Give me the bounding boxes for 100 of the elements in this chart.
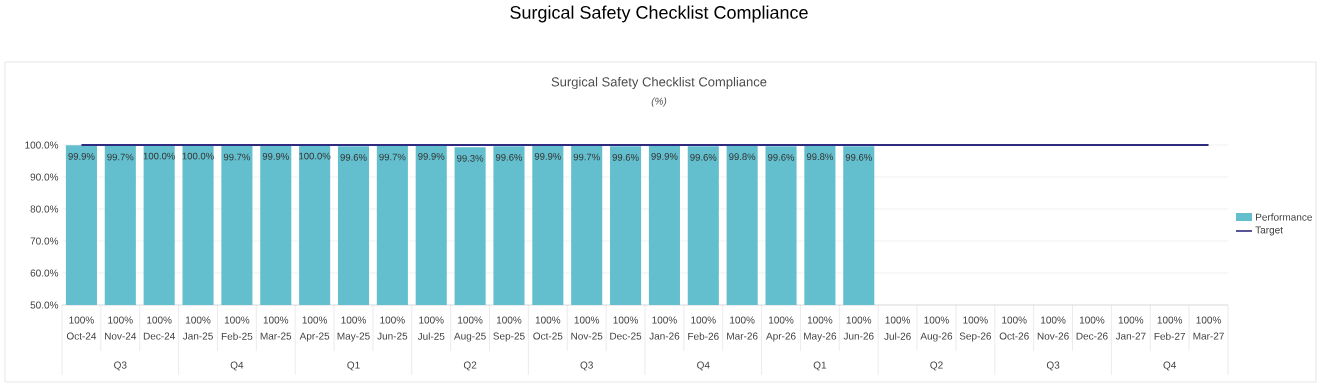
data-label: 100%: [186, 316, 211, 324]
data-label: 99.9%: [534, 153, 561, 160]
data-label: 100%: [263, 316, 289, 324]
text: Q1: [347, 361, 360, 371]
data-label: 100%: [652, 316, 677, 324]
data-label: 99.8%: [729, 153, 756, 161]
data-label: 100.0%: [182, 152, 214, 160]
data-label: 100%: [224, 316, 250, 324]
data-label: 99.7%: [107, 153, 134, 161]
text: Q3: [1046, 361, 1060, 371]
data-label: 100%: [1157, 316, 1183, 324]
legend-label: Target: [1255, 226, 1283, 236]
data-label: 100.0%: [143, 152, 175, 160]
data-label: 100%: [1196, 316, 1221, 324]
x-tick-label: Jun-26: [843, 332, 874, 340]
text: Q3: [114, 361, 127, 371]
data-label: 100%: [535, 316, 561, 324]
data-label: 100%: [380, 316, 405, 324]
text: Q2: [463, 361, 477, 371]
data-label: 99.6%: [845, 153, 872, 161]
x-tick-label: Aug-25: [453, 332, 486, 342]
data-label: 100%: [1118, 316, 1144, 324]
x-tick-label: Oct-24: [66, 332, 97, 340]
y-tick-label: 60.0%: [30, 269, 59, 277]
data-label: 100%: [924, 316, 949, 324]
data-label: 99.6%: [690, 153, 717, 161]
x-tick-label: Dec-26: [1076, 332, 1108, 340]
x-tick-label: Mar-25: [260, 332, 292, 340]
x-tick-label: May-26: [804, 332, 837, 342]
x-tick-label: Jul-25: [417, 332, 445, 340]
chart-subtitle: Surgical Safety Checklist Compliance: [551, 76, 767, 90]
x-tick-label: Mar-27: [1193, 332, 1224, 340]
x-tick-label: Sep-25: [493, 332, 525, 342]
legend-label: Performance: [1256, 213, 1312, 221]
x-tick-label: Jan-25: [182, 332, 213, 340]
data-label: 100%: [846, 316, 872, 324]
data-label: 100%: [419, 316, 444, 324]
x-tick-label: Jan-27: [1115, 332, 1146, 340]
data-label: 99.7%: [573, 153, 600, 161]
y-tick-label: 80.0%: [30, 205, 59, 213]
y-tick-label: 100.0%: [25, 141, 59, 149]
x-tick-label: May-25: [337, 332, 370, 342]
data-label: 99.6%: [768, 153, 795, 161]
data-label: 99.9%: [262, 153, 289, 160]
text: Q4: [697, 361, 710, 371]
x-tick-label: Apr-26: [766, 332, 796, 342]
data-label: 100%: [69, 316, 94, 324]
text: Q4: [230, 361, 244, 371]
x-tick-label: Dec-25: [610, 332, 642, 340]
data-label: 100%: [147, 316, 172, 324]
data-label: 100%: [963, 316, 988, 324]
text: Q1: [813, 361, 827, 371]
data-label: 99.6%: [612, 153, 639, 161]
x-tick-label: Nov-25: [571, 332, 603, 340]
data-label: 100%: [691, 316, 716, 324]
data-label: 100%: [807, 316, 833, 324]
data-label: 100%: [769, 316, 794, 324]
x-tick-label: Oct-25: [533, 332, 563, 340]
data-label: 100%: [1002, 316, 1027, 324]
data-label: 99.7%: [223, 153, 251, 161]
data-label: 99.8%: [806, 153, 834, 161]
data-label: 100%: [885, 316, 911, 324]
x-tick-label: Apr-25: [299, 332, 330, 342]
x-tick-label: Sep-26: [959, 332, 992, 342]
y-tick-label: 90.0%: [30, 173, 59, 181]
text: (%): [651, 97, 667, 107]
x-tick-label: Feb-25: [221, 332, 253, 340]
y-tick-label: 50.0%: [30, 301, 59, 309]
text: Q3: [580, 361, 593, 371]
data-label: 100%: [108, 316, 133, 324]
x-tick-label: Dec-24: [143, 332, 175, 340]
data-label: 99.7%: [379, 153, 406, 161]
data-label: 100%: [496, 316, 522, 324]
data-label: 100%: [613, 316, 638, 324]
data-label: 99.3%: [457, 154, 484, 162]
data-label: 100%: [1079, 316, 1105, 324]
data-label: 100%: [302, 316, 328, 324]
x-tick-label: Aug-26: [920, 332, 953, 342]
data-label: 99.6%: [495, 153, 523, 161]
data-label: 99.9%: [418, 153, 445, 160]
text: Q4: [1163, 361, 1177, 371]
data-label: 100%: [458, 316, 483, 324]
chart-title: Surgical Safety Checklist Compliance: [510, 5, 808, 23]
x-tick-label: Jan-26: [649, 332, 680, 340]
x-tick-label: Nov-26: [1037, 332, 1069, 340]
x-tick-label: Feb-27: [1154, 332, 1186, 340]
x-tick-label: Jul-26: [884, 332, 911, 340]
text: Q2: [930, 361, 943, 371]
x-tick-label: Mar-26: [727, 332, 758, 340]
data-label: 100%: [341, 316, 366, 324]
data-label: 100%: [1041, 316, 1066, 324]
data-label: 99.6%: [340, 153, 367, 161]
x-tick-label: Oct-26: [999, 332, 1029, 340]
x-tick-label: Nov-24: [105, 332, 137, 340]
x-tick-label: Jun-25: [377, 332, 408, 340]
data-label: 99.9%: [651, 153, 678, 160]
x-tick-label: Feb-26: [688, 332, 719, 340]
y-tick-label: 70.0%: [30, 237, 59, 245]
data-label: 100%: [730, 316, 755, 324]
data-label: 100%: [574, 316, 600, 324]
